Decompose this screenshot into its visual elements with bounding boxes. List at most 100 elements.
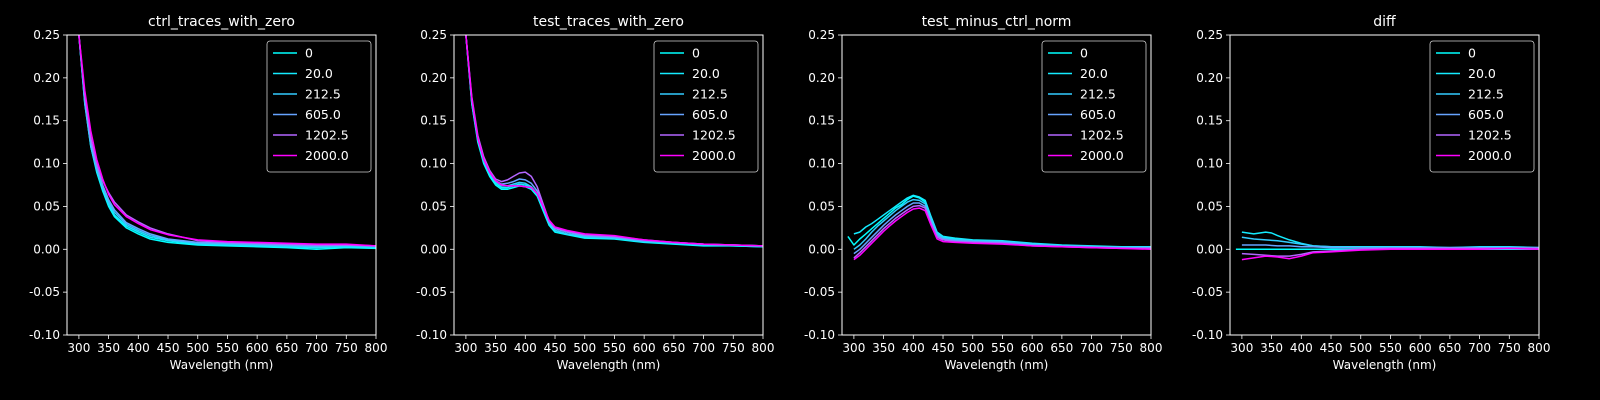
x-tick-label: 550 bbox=[216, 341, 239, 355]
series-group bbox=[465, 35, 763, 248]
legend-label: 605.0 bbox=[1080, 107, 1116, 122]
x-tick-label: 550 bbox=[603, 341, 626, 355]
y-tick-label: 0.00 bbox=[1196, 242, 1223, 256]
y-tick-label: 0.05 bbox=[1196, 199, 1223, 213]
y-tick-label: 0.10 bbox=[33, 157, 60, 171]
x-tick-label: 750 bbox=[1498, 341, 1521, 355]
panel-1: ctrl_traces_with_zero 300 350 400 450 500 550 6… bbox=[29, 14, 388, 372]
x-tick-label: 800 bbox=[365, 341, 388, 355]
x-tick-label: 300 bbox=[67, 341, 90, 355]
legend-label: 1202.5 bbox=[305, 128, 349, 143]
legend: 0 20.0 212.5 605.0 1202.5 2000.0 bbox=[266, 40, 372, 173]
series-line-605.0 bbox=[853, 202, 1151, 255]
y-tick-label: -0.10 bbox=[804, 328, 835, 342]
x-tick-label: 650 bbox=[662, 341, 685, 355]
y-tick-label: -0.10 bbox=[416, 328, 447, 342]
series-group bbox=[1235, 231, 1539, 261]
legend-label: 20.0 bbox=[1080, 66, 1108, 81]
axes-frame bbox=[1229, 34, 1540, 336]
chart-title: ctrl_traces_with_zero bbox=[148, 14, 295, 30]
legend-label: 605.0 bbox=[692, 107, 728, 122]
x-tick-label: 700 bbox=[1080, 341, 1103, 355]
y-tick-label: 0.25 bbox=[420, 28, 447, 42]
x-axis-label: Wavelength (nm) bbox=[557, 358, 661, 372]
series-line-2000.0 bbox=[1241, 247, 1539, 261]
legend-label: 20.0 bbox=[305, 66, 333, 81]
legend-label: 1202.5 bbox=[692, 128, 736, 143]
legend: 0 20.0 212.5 605.0 1202.5 2000.0 bbox=[1429, 40, 1535, 173]
x-tick-label: 700 bbox=[305, 341, 328, 355]
x-tick-label: 300 bbox=[842, 341, 865, 355]
x-tick-label: 500 bbox=[573, 341, 596, 355]
x-tick-label: 500 bbox=[186, 341, 209, 355]
y-tick-label: 0.00 bbox=[420, 242, 447, 256]
series-group bbox=[78, 35, 376, 251]
legend-label: 20.0 bbox=[692, 66, 720, 81]
x-axis-label: Wavelength (nm) bbox=[945, 358, 1049, 372]
x-tick-label: 350 bbox=[97, 341, 120, 355]
x-axis-label: Wavelength (nm) bbox=[170, 358, 274, 372]
axes-frame bbox=[66, 34, 377, 336]
legend-label: 0 bbox=[1468, 46, 1476, 61]
legend-label: 2000.0 bbox=[1080, 148, 1124, 163]
x-tick-label: 400 bbox=[1290, 341, 1313, 355]
x-tick-label: 400 bbox=[902, 341, 925, 355]
x-tick-label: 350 bbox=[484, 341, 507, 355]
axes-frame bbox=[453, 34, 764, 336]
y-tick-label: 0.05 bbox=[420, 199, 447, 213]
y-tick-label: -0.05 bbox=[416, 285, 447, 299]
y-tick-label: 0.05 bbox=[33, 199, 60, 213]
y-tick-label: -0.05 bbox=[804, 285, 835, 299]
y-tick-label: 0.15 bbox=[1196, 114, 1223, 128]
y-tick-label: -0.05 bbox=[1192, 285, 1223, 299]
x-tick-label: 500 bbox=[961, 341, 984, 355]
x-tick-label: 300 bbox=[454, 341, 477, 355]
y-tick-label: 0.25 bbox=[808, 28, 835, 42]
series-line-1202.5 bbox=[78, 35, 376, 247]
series-line-2000.0 bbox=[853, 207, 1151, 261]
y-tick-label: -0.10 bbox=[1192, 328, 1223, 342]
y-tick-label: 0.10 bbox=[808, 157, 835, 171]
legend-label: 605.0 bbox=[305, 107, 341, 122]
legend-label: 212.5 bbox=[305, 87, 341, 102]
legend-label: 2000.0 bbox=[692, 148, 736, 163]
legend-label: 0 bbox=[1080, 46, 1088, 61]
x-tick-label: 500 bbox=[1349, 341, 1372, 355]
series-line-605.0 bbox=[1241, 244, 1539, 249]
panel-3: test_minus_ctrl_norm 300 350 400 450 500 550 60… bbox=[804, 14, 1163, 372]
x-tick-label: 600 bbox=[633, 341, 656, 355]
legend-label: 20.0 bbox=[1468, 66, 1496, 81]
x-tick-label: 600 bbox=[1409, 341, 1432, 355]
x-tick-label: 750 bbox=[1110, 341, 1133, 355]
chart-title: test_traces_with_zero bbox=[533, 14, 684, 30]
x-tick-label: 650 bbox=[275, 341, 298, 355]
x-tick-label: 600 bbox=[1021, 341, 1044, 355]
x-tick-label: 450 bbox=[1320, 341, 1343, 355]
x-tick-label: 350 bbox=[872, 341, 895, 355]
y-tick-label: -0.10 bbox=[29, 328, 60, 342]
legend-label: 212.5 bbox=[692, 87, 728, 102]
panel-2: test_traces_with_zero 300 350 400 450 500 550 6… bbox=[416, 14, 775, 372]
x-tick-label: 750 bbox=[722, 341, 745, 355]
x-tick-label: 700 bbox=[692, 341, 715, 355]
legend-label: 212.5 bbox=[1468, 87, 1504, 102]
legend: 0 20.0 212.5 605.0 1202.5 2000.0 bbox=[1041, 40, 1147, 173]
legend-label: 0 bbox=[305, 46, 313, 61]
y-tick-label: 0.00 bbox=[808, 242, 835, 256]
legend-label: 1202.5 bbox=[1468, 128, 1512, 143]
x-tick-label: 550 bbox=[1379, 341, 1402, 355]
y-tick-label: 0.20 bbox=[420, 71, 447, 85]
series-line-2000.0 bbox=[465, 35, 763, 247]
x-tick-label: 750 bbox=[335, 341, 358, 355]
x-tick-label: 450 bbox=[157, 341, 180, 355]
legend-label: 2000.0 bbox=[305, 148, 349, 163]
x-tick-label: 400 bbox=[514, 341, 537, 355]
x-tick-label: 300 bbox=[1230, 341, 1253, 355]
y-tick-label: 0.25 bbox=[1196, 28, 1223, 42]
y-tick-label: 0.05 bbox=[808, 199, 835, 213]
axes-frame bbox=[841, 34, 1152, 336]
series-line-605.0 bbox=[78, 35, 376, 247]
legend-label: 212.5 bbox=[1080, 87, 1116, 102]
legend: 0 20.0 212.5 605.0 1202.5 2000.0 bbox=[653, 40, 759, 173]
chart-title: test_minus_ctrl_norm bbox=[922, 14, 1072, 30]
